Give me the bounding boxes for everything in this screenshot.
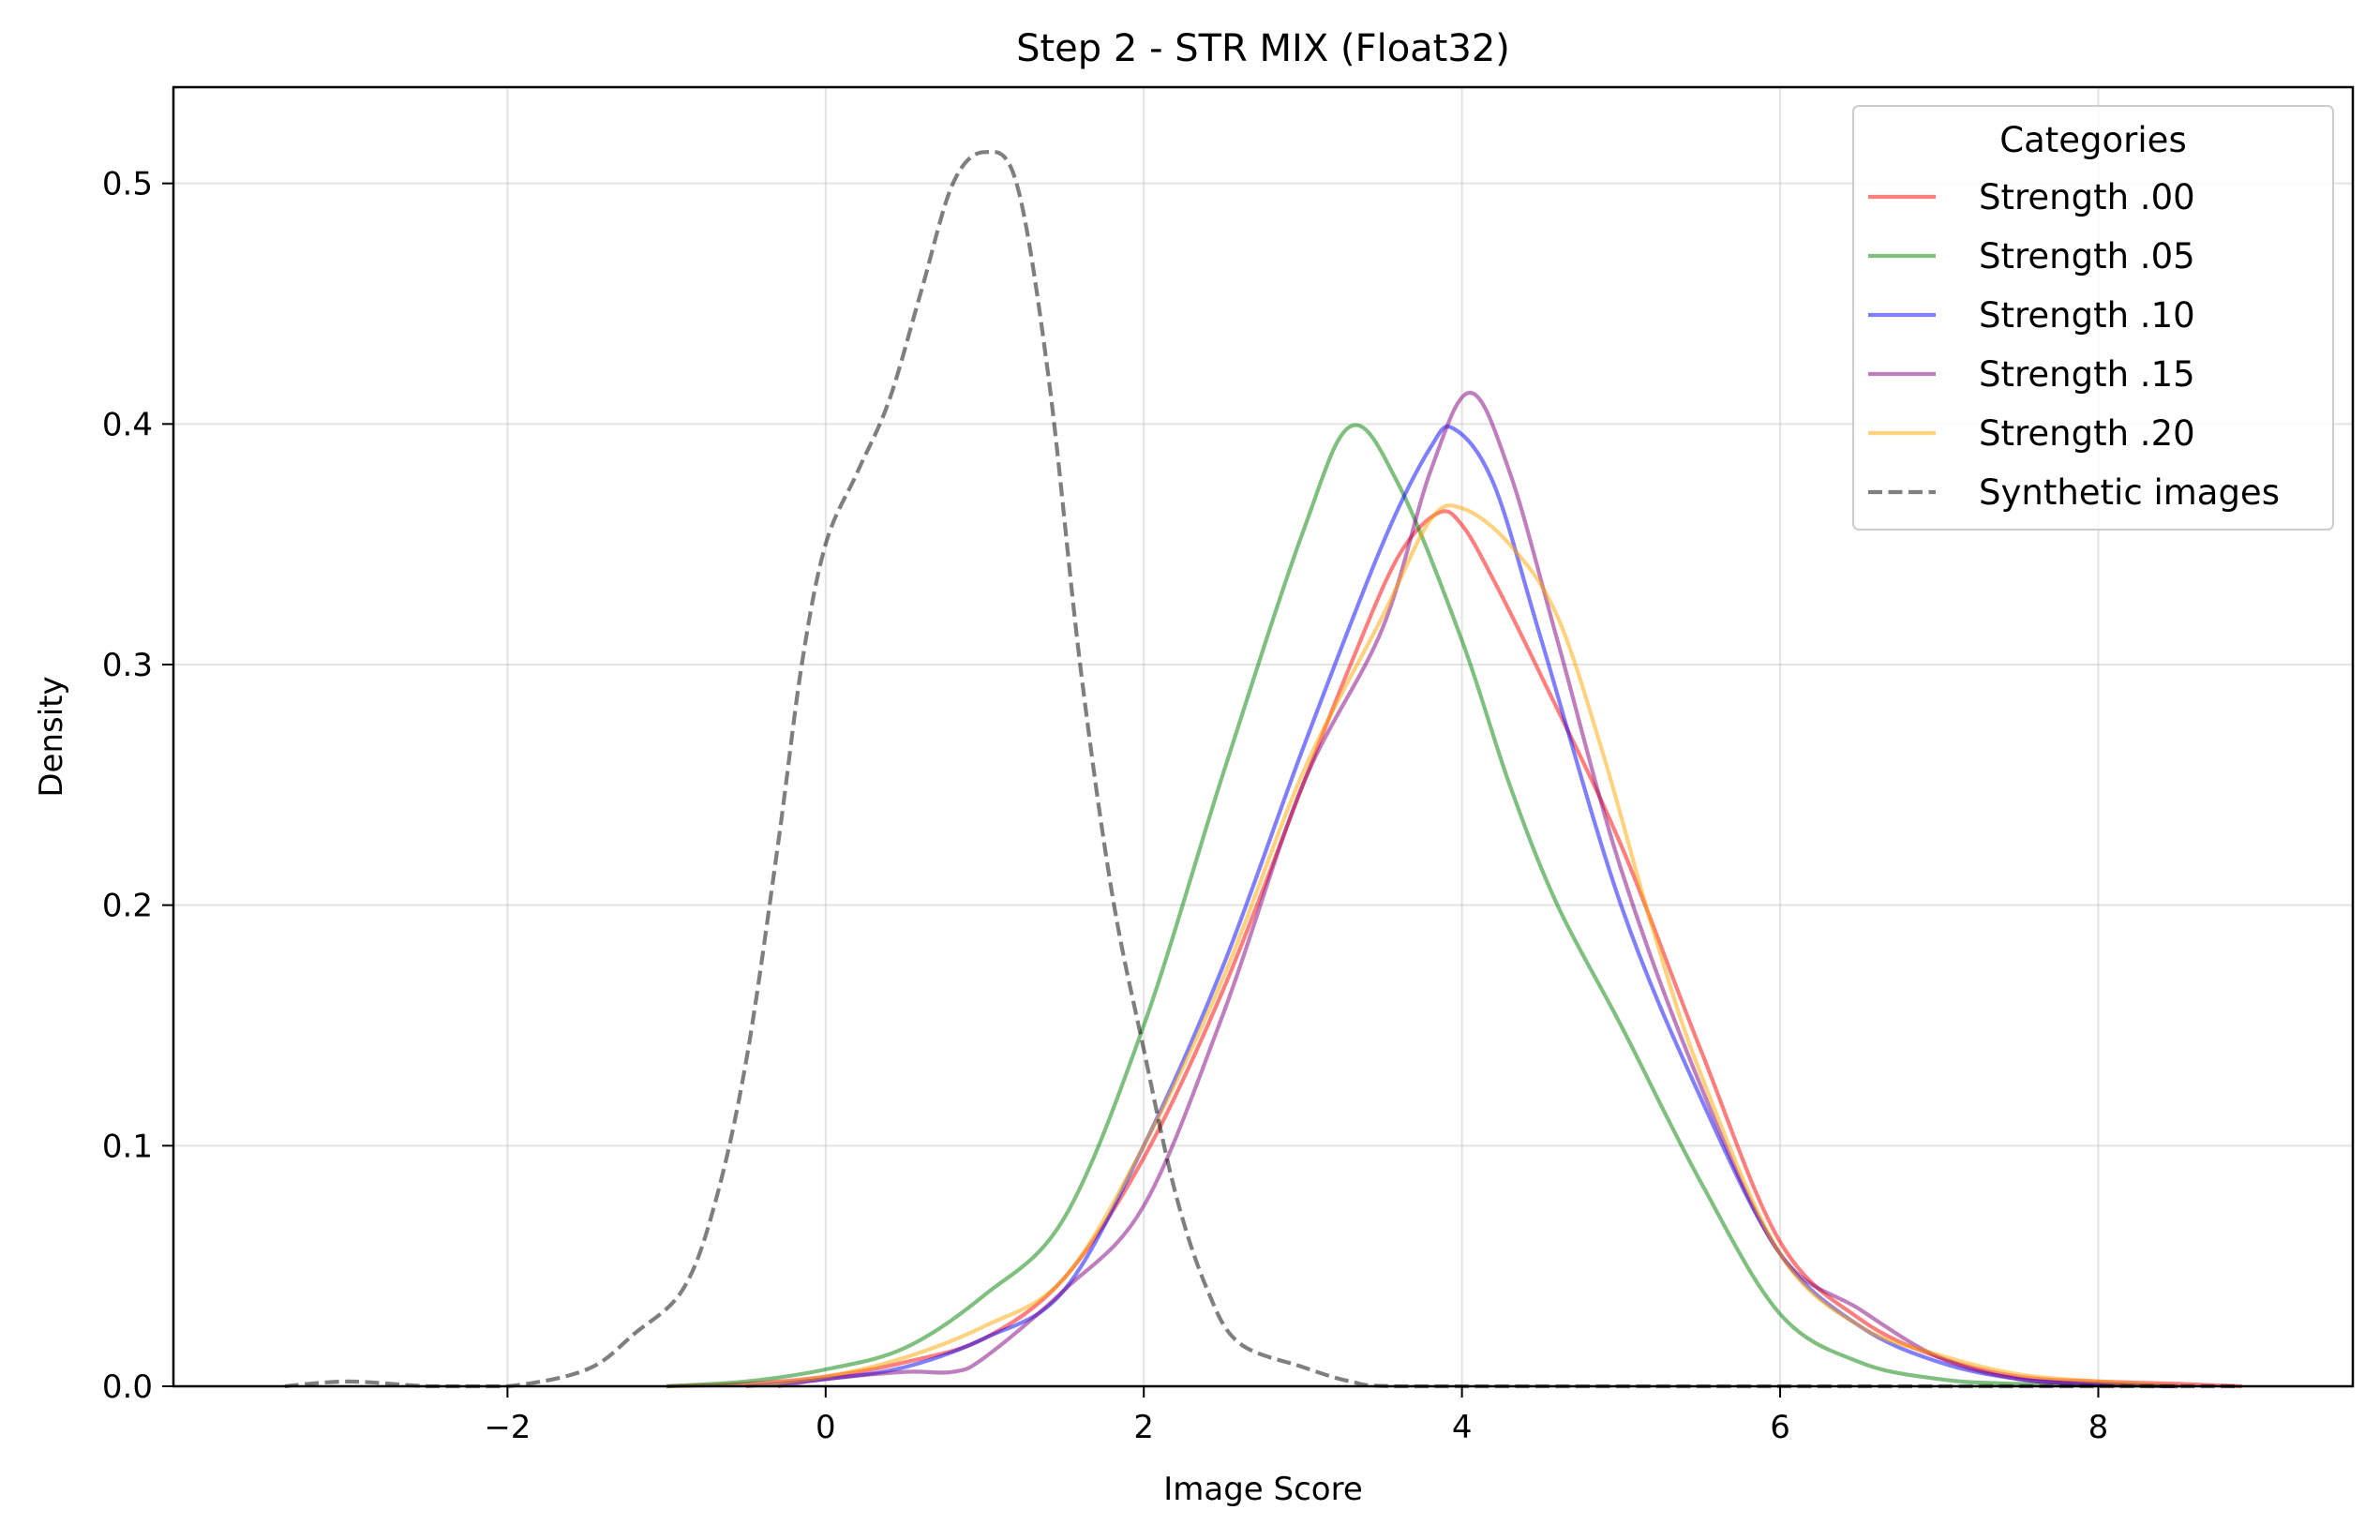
legend-label-strength-00: Strength .00 [1979,177,2195,217]
x-tick-label: 8 [2088,1409,2109,1446]
chart-title: Step 2 - STR MIX (Float32) [1016,27,1510,70]
legend-label-strength-15: Strength .15 [1979,354,2195,395]
y-tick-label: 0.5 [102,166,153,203]
y-axis-label: Density [33,676,70,797]
y-tick-label: 0.4 [102,406,153,443]
x-tick-label: 0 [816,1409,836,1446]
legend-label-strength-10: Strength .10 [1979,295,2195,336]
y-tick-label: 0.3 [102,647,153,684]
series-line-synthetic-images [284,149,2242,1389]
series-line-strength-15 [777,390,2178,1389]
legend-label-synthetic-images: Synthetic images [1979,472,2280,513]
axis-ticks: −2 0 2 4 6 8 0.0 0.1 0.2 0.3 0.4 0.5 [102,166,2108,1446]
x-tick-label: −2 [484,1409,531,1446]
legend-label-strength-20: Strength .20 [1979,413,2195,454]
legend-label-strength-05: Strength .05 [1979,236,2195,277]
legend-box [1852,105,2334,531]
plot-frame [172,85,2355,1388]
x-axis-label: Image Score [1163,1471,1363,1508]
x-tick-label: 4 [1452,1409,1473,1446]
x-tick-label: 6 [1770,1409,1790,1446]
series-line-strength-20 [745,503,2178,1389]
x-tick-label: 2 [1133,1409,1154,1446]
series-line-strength-00 [666,509,2242,1389]
series-line-strength-05 [666,423,2178,1389]
legend: Categories Strength .00 Strength .05 Stren… [1852,105,2334,531]
y-tick-label: 0.0 [102,1368,153,1406]
legend-title: Categories [1999,120,2186,160]
series-lines [284,149,2242,1389]
y-tick-label: 0.2 [102,888,153,925]
y-tick-label: 0.1 [102,1128,153,1165]
